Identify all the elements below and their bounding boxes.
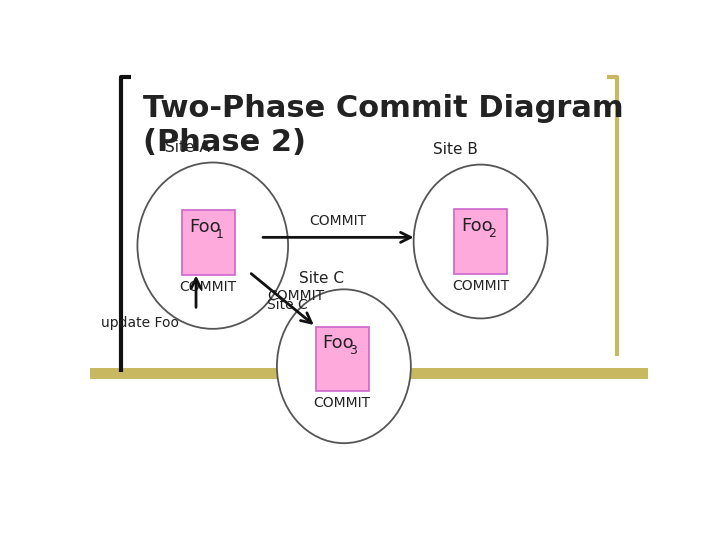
Text: Site C: Site C [299,271,344,286]
Text: COMMIT: COMMIT [267,288,325,302]
FancyBboxPatch shape [454,209,508,274]
Text: COMMIT: COMMIT [310,214,367,228]
Ellipse shape [277,289,411,443]
FancyBboxPatch shape [182,210,235,275]
Text: Two-Phase Commit Diagram
(Phase 2): Two-Phase Commit Diagram (Phase 2) [143,94,624,157]
Text: Site A: Site A [166,140,210,156]
Ellipse shape [413,165,547,319]
FancyBboxPatch shape [316,327,369,391]
Text: Foo: Foo [323,334,354,352]
Text: update Foo: update Foo [102,316,179,330]
Text: Foo: Foo [189,218,220,236]
Text: COMMIT: COMMIT [452,279,509,293]
FancyBboxPatch shape [90,368,648,379]
Text: 3: 3 [349,344,357,357]
Text: Foo: Foo [461,217,492,234]
Text: 2: 2 [488,227,496,240]
Text: 1: 1 [215,228,223,241]
Ellipse shape [138,163,288,329]
Text: Site C: Site C [267,298,308,312]
Text: Site B: Site B [433,142,478,157]
Text: COMMIT: COMMIT [314,396,371,410]
Text: COMMIT: COMMIT [180,280,237,294]
